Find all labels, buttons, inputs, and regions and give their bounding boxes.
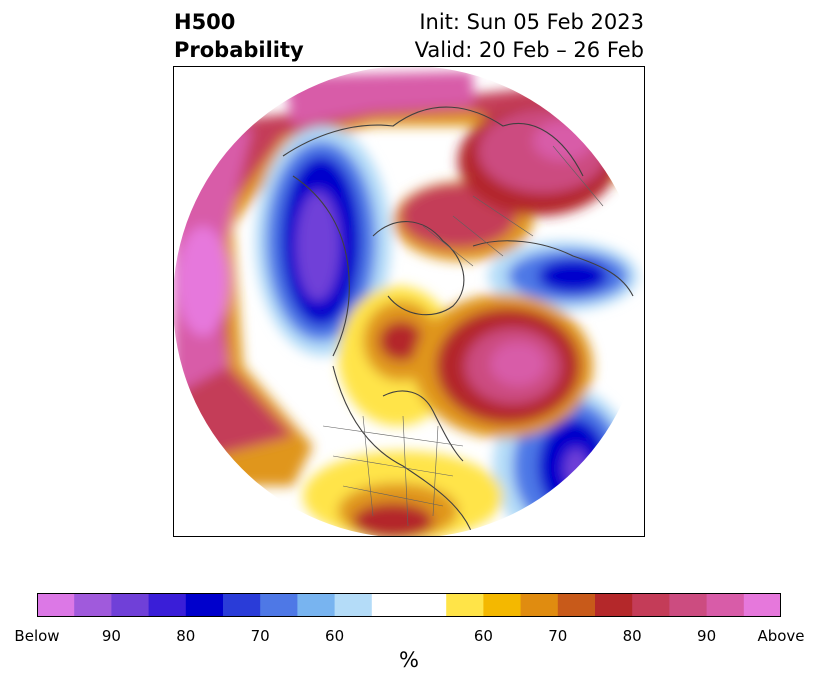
colorbar-swatch	[409, 593, 447, 617]
init-date: Init: Sun 05 Feb 2023	[419, 10, 644, 34]
probability-field	[173, 66, 645, 537]
colorbar-tick-label: 70	[250, 627, 270, 645]
colorbar-swatch	[632, 593, 670, 617]
colorbar-tick-label: 60	[473, 627, 493, 645]
title-product: Probability	[174, 38, 304, 62]
colorbar-swatch	[37, 593, 75, 617]
colorbar	[37, 593, 781, 617]
colorbar-tick-label: 70	[548, 627, 568, 645]
colorbar-swatch	[743, 593, 781, 617]
colorbar-swatch	[148, 593, 187, 617]
colorbar-tick-label: Below	[14, 627, 60, 645]
colorbar-unit: %	[399, 648, 419, 672]
map-dates: Init: Sun 05 Feb 2023 Valid: 20 Feb – 26…	[415, 8, 644, 64]
colorbar-swatch	[223, 593, 261, 617]
colorbar-tick-label: 80	[176, 627, 196, 645]
colorbar-tick-label: Above	[757, 627, 805, 645]
colorbar-swatch	[669, 593, 708, 617]
coastlines	[282, 106, 634, 537]
polar-probability-map	[173, 66, 645, 537]
boundaries	[322, 145, 604, 527]
title-variable: H500	[174, 10, 236, 34]
colorbar-swatch	[483, 593, 522, 617]
colorbar-swatch	[520, 593, 559, 617]
colorbar-swatch	[74, 593, 112, 617]
colorbar-swatch	[185, 593, 224, 617]
colorbar-swatch	[706, 593, 745, 617]
colorbar-swatch	[371, 593, 410, 617]
colorbar-swatch	[334, 593, 373, 617]
colorbar-tick-label: 60	[325, 627, 345, 645]
colorbar-swatch	[595, 593, 633, 617]
colorbar-tick-label: 90	[697, 627, 717, 645]
colorbar-tick-label: 90	[101, 627, 121, 645]
map-title: H500 Probability	[174, 8, 304, 64]
valid-range: Valid: 20 Feb – 26 Feb	[414, 38, 644, 62]
colorbar-swatch	[557, 593, 596, 617]
colorbar-swatch	[446, 593, 484, 617]
colorbar-swatch	[297, 593, 336, 617]
colorbar-tick-label: 80	[622, 627, 642, 645]
colorbar-swatch	[260, 593, 298, 617]
colorbar-swatch	[111, 593, 150, 617]
